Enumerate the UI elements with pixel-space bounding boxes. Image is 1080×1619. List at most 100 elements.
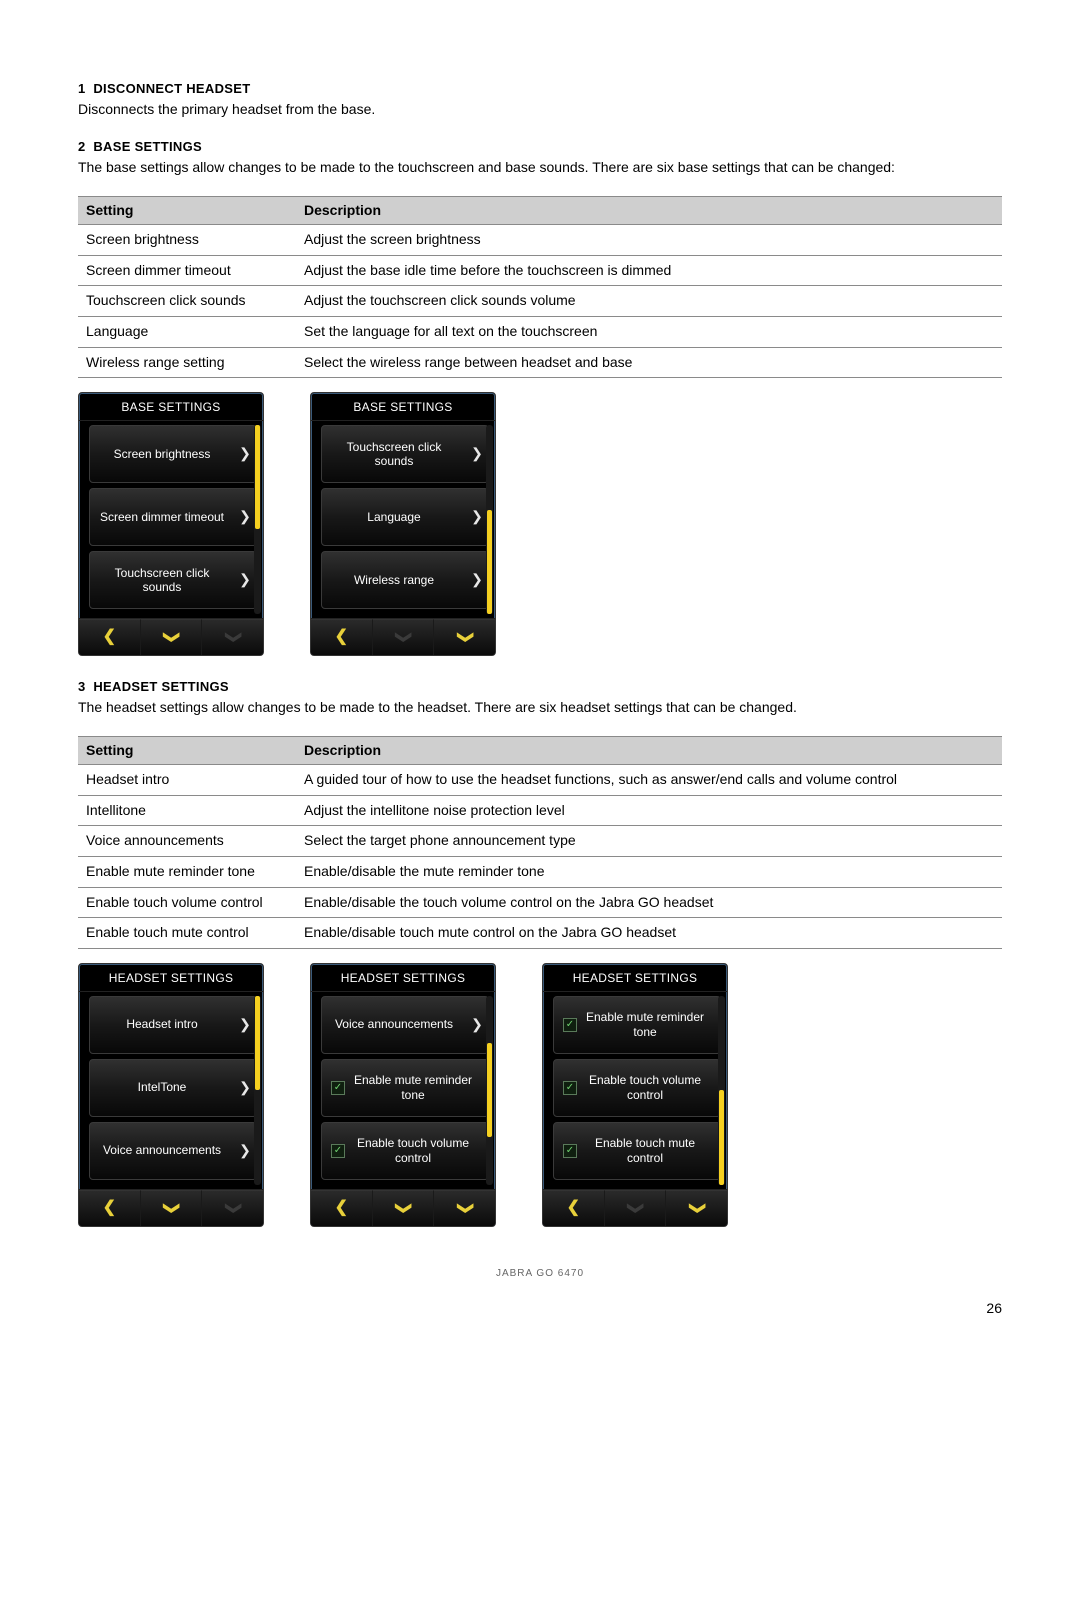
scrollbar[interactable] <box>486 996 493 1185</box>
cell-description: A guided tour of how to use the headset … <box>296 765 1002 796</box>
menu-item-label: Touchscreen click sounds <box>90 566 234 595</box>
cell-description: Enable/disable the mute reminder tone <box>296 857 1002 888</box>
nav-up-button[interactable]: ❮ <box>665 1190 727 1226</box>
cell-setting: Enable mute reminder tone <box>78 857 296 888</box>
nav-down-button[interactable]: ❯ <box>372 1190 434 1226</box>
nav-back-button[interactable]: ❮ <box>79 1190 140 1226</box>
device-title: BASE SETTINGS <box>311 393 495 421</box>
device-title: HEADSET SETTINGS <box>79 964 263 992</box>
menu-item[interactable]: Touchscreen click sounds❯ <box>89 551 257 609</box>
device-title: BASE SETTINGS <box>79 393 263 421</box>
section1-title: DISCONNECT HEADSET <box>93 81 250 96</box>
cell-description: Select the wireless range between headse… <box>296 347 1002 378</box>
up-icon: ❮ <box>221 1201 243 1214</box>
menu-item-label: Wireless range <box>322 573 466 587</box>
up-icon: ❮ <box>685 1201 707 1214</box>
section3-title: HEADSET SETTINGS <box>93 679 229 694</box>
table-row: Enable touch volume controlEnable/disabl… <box>78 887 1002 918</box>
section2-title: BASE SETTINGS <box>93 139 202 154</box>
section3-num: 3 <box>78 679 86 694</box>
down-icon: ❯ <box>160 1201 182 1214</box>
scrollbar[interactable] <box>718 996 725 1185</box>
th-setting: Setting <box>78 736 296 765</box>
footer-product: JABRA GO 6470 <box>78 1267 1002 1281</box>
table-row: Wireless range settingSelect the wireles… <box>78 347 1002 378</box>
menu-item[interactable]: IntelTone❯ <box>89 1059 257 1117</box>
menu-item[interactable]: Voice announcements❯ <box>321 996 489 1054</box>
nav-down-button: ❯ <box>604 1190 666 1226</box>
cell-setting: Wireless range setting <box>78 347 296 378</box>
menu-item-label: Language <box>322 510 466 524</box>
checkbox-icon[interactable]: ✓ <box>554 1018 580 1032</box>
up-icon: ❮ <box>453 1201 475 1214</box>
device-title: HEADSET SETTINGS <box>311 964 495 992</box>
headset-screens-row: HEADSET SETTINGSHeadset intro❯IntelTone❯… <box>78 963 1002 1227</box>
cell-setting: Screen dimmer timeout <box>78 255 296 286</box>
chevron-right-icon: ❯ <box>234 1078 256 1098</box>
base-settings-table: Setting Description Screen brightnessAdj… <box>78 196 1002 379</box>
nav-up-button: ❮ <box>201 1190 263 1226</box>
scrollbar[interactable] <box>254 996 261 1185</box>
menu-item-label: Enable touch volume control <box>348 1136 478 1165</box>
chevron-right-icon: ❯ <box>466 570 488 590</box>
table-row: Headset introA guided tour of how to use… <box>78 765 1002 796</box>
nav-back-button[interactable]: ❮ <box>311 1190 372 1226</box>
device-screen: HEADSET SETTINGSHeadset intro❯IntelTone❯… <box>78 963 264 1227</box>
table-row: Voice announcementsSelect the target pho… <box>78 826 1002 857</box>
checkbox-icon[interactable]: ✓ <box>554 1144 580 1158</box>
scrollbar[interactable] <box>254 425 261 614</box>
down-icon: ❯ <box>392 631 414 644</box>
back-icon: ❮ <box>567 1197 580 1219</box>
menu-item[interactable]: Wireless range❯ <box>321 551 489 609</box>
checkbox-icon[interactable]: ✓ <box>554 1081 580 1095</box>
section1-num: 1 <box>78 81 86 96</box>
nav-up-button[interactable]: ❮ <box>433 619 495 655</box>
nav-back-button[interactable]: ❮ <box>311 619 372 655</box>
menu-item-label: Voice announcements <box>90 1143 234 1157</box>
section2-desc: The base settings allow changes to be ma… <box>78 158 1002 178</box>
th-setting: Setting <box>78 196 296 225</box>
menu-item[interactable]: ✓Enable mute reminder tone <box>553 996 721 1054</box>
menu-item[interactable]: Screen dimmer timeout❯ <box>89 488 257 546</box>
table-row: Touchscreen click soundsAdjust the touch… <box>78 286 1002 317</box>
menu-item[interactable]: Language❯ <box>321 488 489 546</box>
menu-item-label: Headset intro <box>90 1017 234 1031</box>
cell-setting: Headset intro <box>78 765 296 796</box>
nav-up-button: ❮ <box>201 619 263 655</box>
cell-setting: Touchscreen click sounds <box>78 286 296 317</box>
nav-up-button[interactable]: ❮ <box>433 1190 495 1226</box>
table-row: Screen dimmer timeoutAdjust the base idl… <box>78 255 1002 286</box>
menu-item[interactable]: ✓Enable touch mute control <box>553 1122 721 1180</box>
checkbox-icon[interactable]: ✓ <box>322 1081 348 1095</box>
up-icon: ❮ <box>453 631 475 644</box>
nav-down-button[interactable]: ❯ <box>140 619 202 655</box>
menu-item[interactable]: Headset intro❯ <box>89 996 257 1054</box>
section1-heading: 1 DISCONNECT HEADSET <box>78 80 1002 98</box>
menu-item[interactable]: ✓Enable touch volume control <box>321 1122 489 1180</box>
chevron-right-icon: ❯ <box>466 444 488 464</box>
chevron-right-icon: ❯ <box>234 444 256 464</box>
menu-item[interactable]: Touchscreen click sounds❯ <box>321 425 489 483</box>
nav-back-button[interactable]: ❮ <box>543 1190 604 1226</box>
device-screen: BASE SETTINGS Screen brightness❯Screen di… <box>78 392 264 656</box>
section3-desc: The headset settings allow changes to be… <box>78 698 1002 718</box>
menu-item-label: IntelTone <box>90 1080 234 1094</box>
cell-description: Adjust the screen brightness <box>296 225 1002 256</box>
menu-item[interactable]: ✓Enable touch volume control <box>553 1059 721 1117</box>
cell-setting: Enable touch mute control <box>78 918 296 949</box>
nav-back-button[interactable]: ❮ <box>79 619 140 655</box>
checkbox-icon[interactable]: ✓ <box>322 1144 348 1158</box>
device-screen: BASE SETTINGSTouchscreen click sounds❯La… <box>310 392 496 656</box>
menu-item[interactable]: ✓Enable mute reminder tone <box>321 1059 489 1117</box>
menu-item-label: Enable mute reminder tone <box>580 1010 710 1039</box>
table-row: Enable touch mute controlEnable/disable … <box>78 918 1002 949</box>
cell-setting: Intellitone <box>78 795 296 826</box>
nav-down-button[interactable]: ❯ <box>140 1190 202 1226</box>
scrollbar[interactable] <box>486 425 493 614</box>
section2-heading: 2 BASE SETTINGS <box>78 138 1002 156</box>
headset-settings-table: Setting Description Headset introA guide… <box>78 736 1002 949</box>
down-icon: ❯ <box>160 631 182 644</box>
menu-item[interactable]: Screen brightness❯ <box>89 425 257 483</box>
menu-item[interactable]: Voice announcements❯ <box>89 1122 257 1180</box>
menu-item-label: Enable touch mute control <box>580 1136 710 1165</box>
